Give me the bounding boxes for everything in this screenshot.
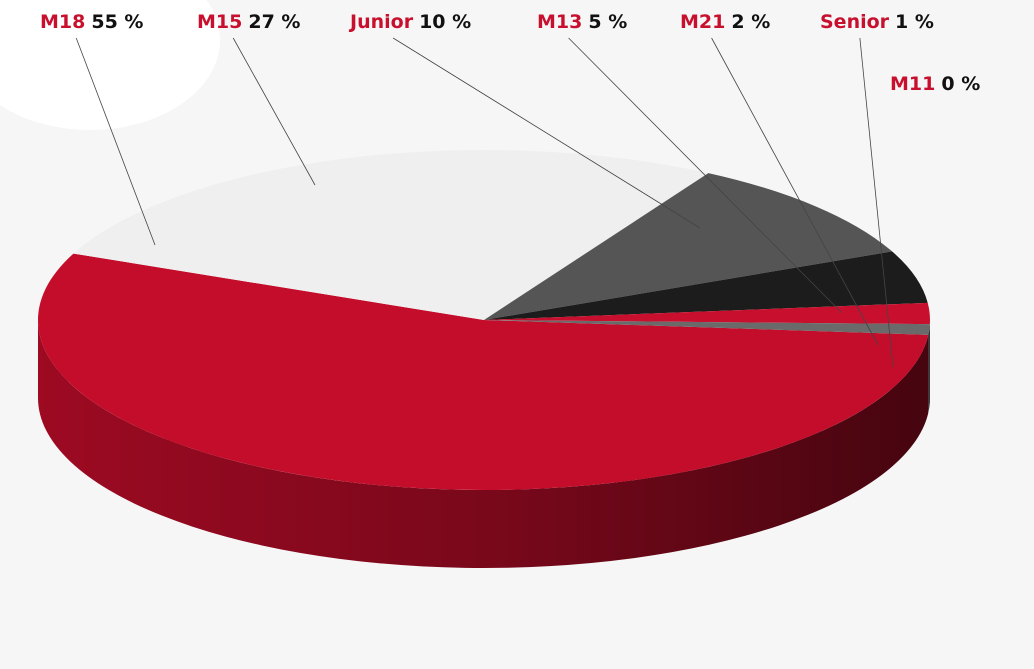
leader-line: [568, 37, 843, 314]
label-value: 0 %: [941, 73, 980, 95]
data-label: M11 0 %: [890, 73, 980, 95]
pie-slice: [484, 251, 928, 320]
slice-side: [928, 324, 930, 413]
label-category: M21: [680, 11, 725, 33]
leader-line: [232, 37, 316, 186]
label-category: Junior: [348, 11, 414, 33]
label-category: Senior: [820, 11, 890, 33]
label-value: 2 %: [731, 11, 770, 33]
pie-slice: [38, 253, 929, 490]
label-value: 1 %: [895, 11, 934, 33]
data-label: M13 5 %: [537, 11, 627, 33]
label-value: 5 %: [588, 11, 627, 33]
pie-slice: [484, 302, 931, 325]
pie-slice: [484, 173, 893, 320]
pie-slice: [73, 149, 709, 320]
background-blob: [0, 0, 220, 130]
leader-line: [392, 37, 701, 229]
label-value: 27 %: [248, 11, 300, 33]
leader-line: [859, 37, 894, 368]
data-label: M15 27 %: [197, 11, 300, 33]
label-category: M11: [890, 73, 935, 95]
label-category: M18: [40, 11, 85, 33]
slice-side: [38, 320, 929, 569]
leader-line: [75, 37, 156, 246]
label-category: M13: [537, 11, 582, 33]
data-label: M21 2 %: [680, 11, 770, 33]
label-category: M15: [197, 11, 242, 33]
leader-line: [711, 37, 879, 346]
data-label: M18 55 %: [40, 11, 143, 33]
data-label: Senior 1 %: [820, 11, 934, 33]
pie-slice: [484, 320, 930, 335]
data-label: Junior 10 %: [348, 11, 471, 33]
label-value: 10 %: [419, 11, 471, 33]
label-value: 55 %: [91, 11, 143, 33]
